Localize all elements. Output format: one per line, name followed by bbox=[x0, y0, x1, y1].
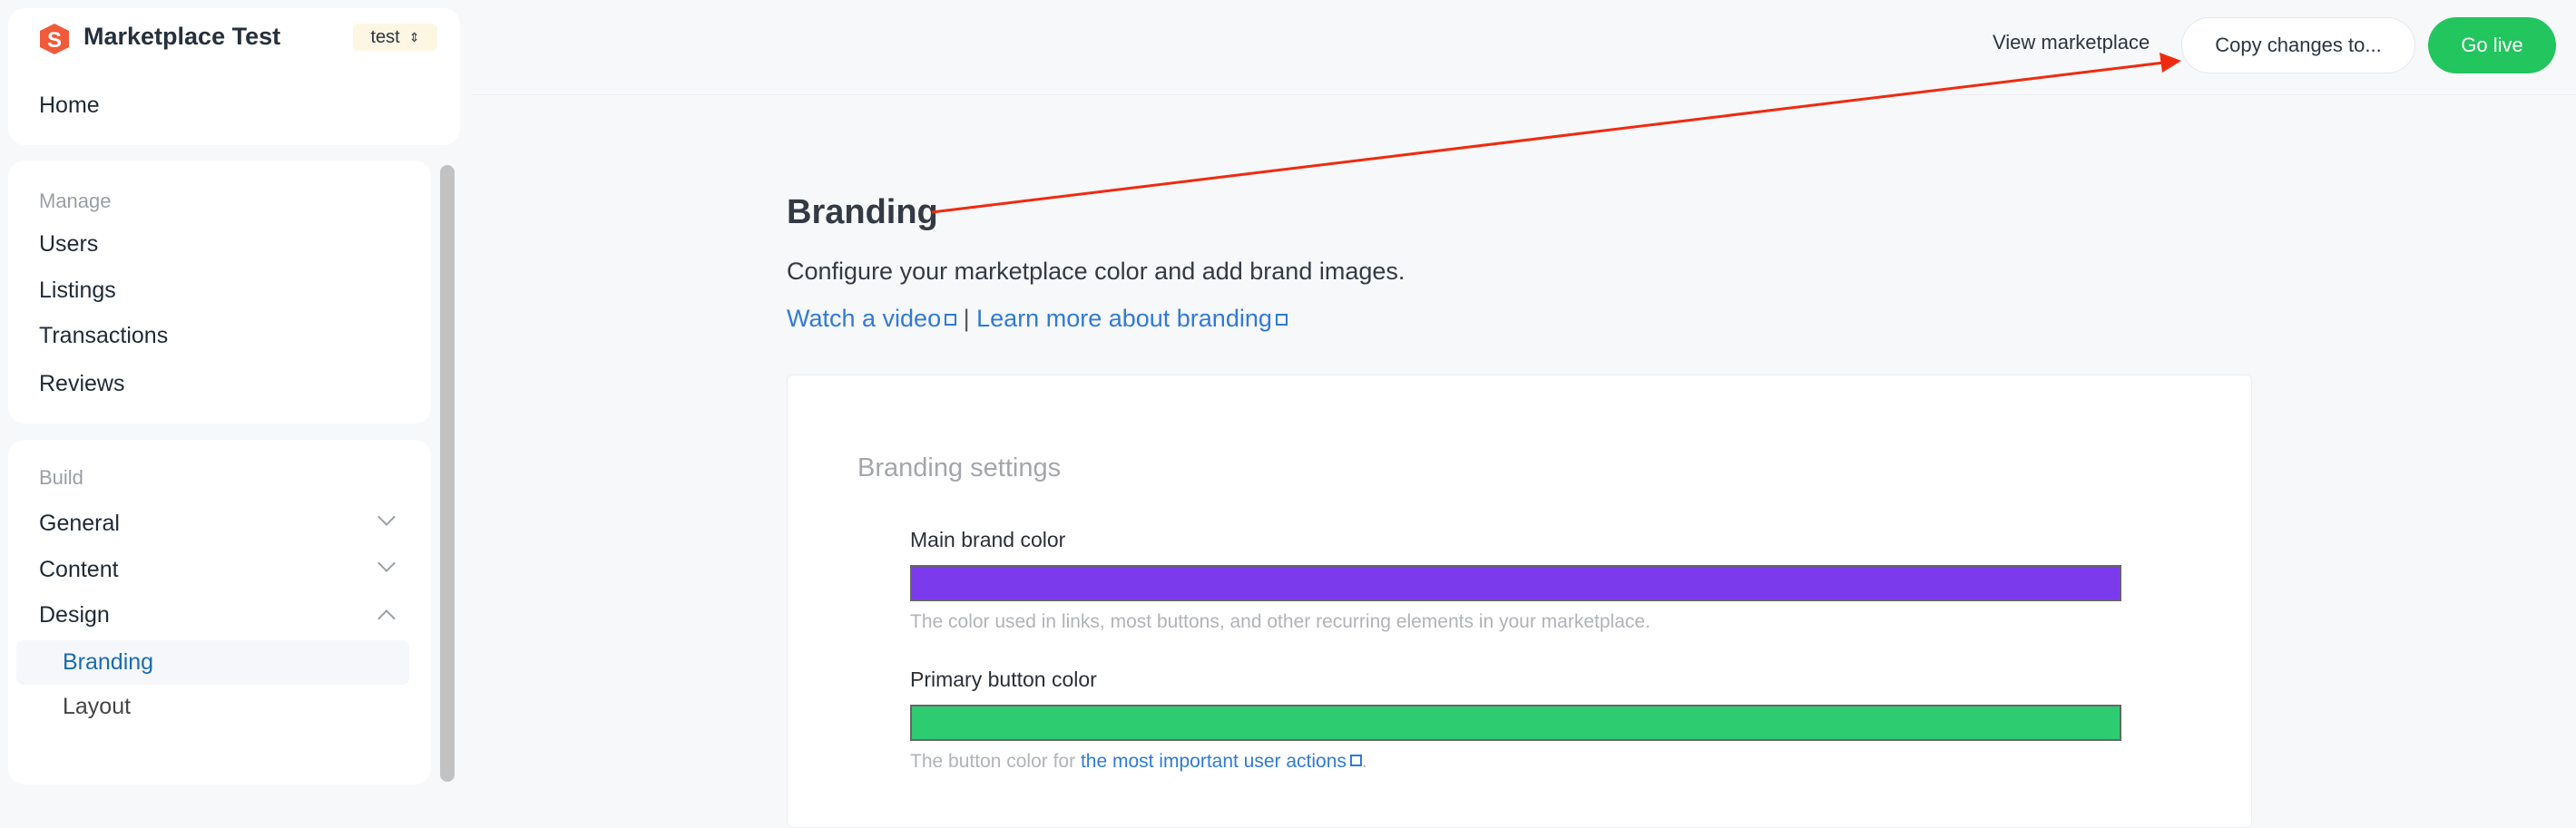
view-marketplace-link[interactable]: View marketplace bbox=[1993, 31, 2150, 54]
external-link-icon bbox=[1349, 755, 1362, 766]
main-brand-color-label: Main brand color bbox=[910, 528, 1066, 551]
link-separator: | bbox=[963, 305, 970, 332]
topbar bbox=[472, 0, 2576, 95]
learn-more-label: Learn more about branding bbox=[976, 305, 1272, 332]
sidebar-header-panel: S Marketplace Test test ⇕ Home bbox=[8, 8, 460, 145]
sidebar-item-design[interactable]: Design bbox=[39, 602, 110, 628]
page-title: Branding bbox=[787, 193, 938, 231]
external-link-icon bbox=[945, 314, 957, 326]
sidebar-item-content[interactable]: Content bbox=[39, 557, 119, 582]
logo-icon: S bbox=[40, 24, 69, 54]
sidebar-manage-panel: Manage Users Listings Transactions Revie… bbox=[8, 161, 431, 424]
watch-video-label: Watch a video bbox=[787, 305, 942, 332]
svg-text:S: S bbox=[47, 28, 62, 53]
card-title: Branding settings bbox=[857, 453, 1062, 482]
sidebar-scrollbar[interactable] bbox=[440, 165, 455, 782]
main-brand-color-input[interactable] bbox=[910, 565, 2121, 601]
environment-label: test bbox=[370, 26, 400, 47]
sidebar-item-home[interactable]: Home bbox=[39, 93, 100, 118]
sidebar-build-panel: Build General Content Design Branding La… bbox=[8, 440, 431, 784]
branding-settings-card bbox=[787, 375, 2252, 828]
sidebar-item-branding-label: Branding bbox=[63, 649, 154, 675]
help-suffix: . bbox=[1361, 751, 1367, 772]
help-links: Watch a video | Learn more about brandin… bbox=[787, 305, 1288, 333]
important-actions-label: the most important user actions bbox=[1080, 751, 1347, 772]
sidebar-item-branding[interactable]: Branding bbox=[16, 640, 409, 685]
learn-more-link[interactable]: Learn more about branding bbox=[976, 305, 1288, 332]
sidebar-item-reviews[interactable]: Reviews bbox=[39, 371, 125, 396]
go-live-button[interactable]: Go live bbox=[2428, 17, 2556, 73]
important-actions-link[interactable]: the most important user actions bbox=[1081, 751, 1362, 772]
sidebar-item-layout[interactable]: Layout bbox=[63, 694, 132, 719]
sidebar-item-users[interactable]: Users bbox=[39, 231, 99, 257]
environment-switcher[interactable]: test ⇕ bbox=[353, 24, 437, 51]
sidebar-item-transactions[interactable]: Transactions bbox=[39, 323, 169, 348]
sidebar-item-general[interactable]: General bbox=[39, 511, 120, 536]
app-title: Marketplace Test bbox=[83, 23, 281, 50]
watch-video-link[interactable]: Watch a video bbox=[787, 305, 957, 332]
section-label-build: Build bbox=[39, 466, 83, 489]
help-prefix: The button color for bbox=[910, 751, 1081, 772]
chevron-up-down-icon: ⇕ bbox=[408, 29, 420, 44]
primary-button-color-input[interactable] bbox=[910, 705, 2121, 741]
sidebar-item-listings[interactable]: Listings bbox=[39, 278, 116, 303]
annotation-arrow bbox=[931, 53, 2181, 214]
primary-button-color-label: Primary button color bbox=[910, 667, 1097, 691]
copy-changes-button[interactable]: Copy changes to... bbox=[2181, 17, 2415, 73]
primary-button-color-help: The button color for the most important … bbox=[910, 751, 1367, 773]
main-brand-color-help: The color used in links, most buttons, a… bbox=[910, 611, 1650, 632]
section-label-manage: Manage bbox=[39, 190, 112, 212]
external-link-icon bbox=[1275, 314, 1288, 326]
page-subtitle: Configure your marketplace color and add… bbox=[787, 258, 1406, 285]
